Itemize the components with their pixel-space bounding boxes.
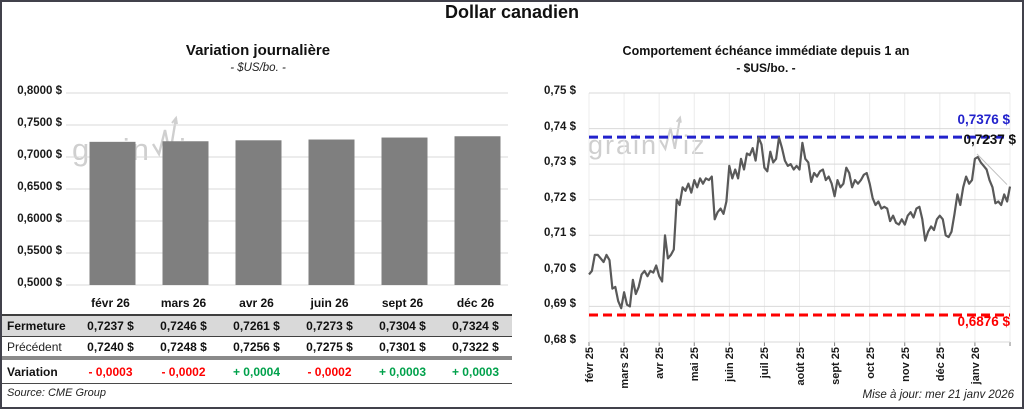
y-tick-label: 0,7000 $ — [17, 149, 62, 161]
x-tick-label: févr 25 — [584, 347, 596, 383]
x-tick-label: août 25 — [794, 347, 807, 386]
resistance-value-label: 0,7376 $ — [957, 112, 1010, 127]
x-tick-label: juil 25 — [759, 347, 772, 379]
bar — [235, 140, 282, 285]
table-row: Variation - 0,0003 - 0,0002 + 0,0004 - 0,000… — [2, 360, 512, 384]
y-tick-label: 0,72 $ — [544, 191, 576, 204]
bar — [454, 136, 501, 285]
value-cell: 0,7301 $ — [379, 339, 426, 354]
x-tick-label: mars 25 — [619, 347, 632, 389]
y-tick-label: 0,8000 $ — [17, 85, 62, 97]
y-tick-label: 0,5500 $ — [17, 245, 62, 257]
table-row: Précédent 0,7240 $ 0,7248 $ 0,7256 $ 0,7275 … — [2, 337, 512, 360]
y-tick-label: 0,69 $ — [544, 298, 576, 311]
bar — [381, 137, 428, 285]
value-cell: 0,7273 $ — [306, 319, 353, 333]
bar — [162, 141, 209, 285]
value-cell: - 0,0003 — [88, 364, 133, 379]
y-tick-label: 0,5000 $ — [17, 277, 62, 289]
one-year-line-chart — [588, 92, 1012, 346]
month-header-cell: sept 26 — [381, 296, 424, 310]
daily-variation-bar-chart — [66, 92, 508, 286]
value-cell: + 0,0003 — [378, 364, 427, 379]
y-tick-label: 0,6500 $ — [17, 181, 62, 193]
y-tick-label: 0,74 $ — [544, 120, 576, 133]
value-cell: 0,7256 $ — [233, 339, 280, 354]
y-tick-label: 0,71 $ — [544, 227, 576, 240]
watermark-text-pre: grain — [588, 130, 659, 160]
value-cell: + 0,0004 — [232, 364, 281, 379]
support-value-label: 0,6876 $ — [957, 314, 1010, 329]
price-line — [588, 136, 1012, 310]
label-pointer-line — [976, 153, 1008, 185]
month-header-cell: déc 26 — [456, 296, 495, 310]
left-chart-title: Variation journalière — [185, 42, 331, 59]
update-date-note: Mise à jour: mer 21 janv 2026 — [862, 389, 1015, 401]
futures-table-body: févr 26 mars 26 avr 26 juin 26 sept 26 déc 26… — [2, 292, 512, 384]
value-cell: - 0,0002 — [161, 364, 206, 379]
y-tick-label: 0,75 $ — [544, 85, 576, 97]
row-label: Variation — [7, 364, 58, 379]
x-tick-label: sept 25 — [829, 347, 842, 385]
month-header-cell: mars 26 — [160, 296, 207, 310]
y-tick-label: 0,7500 $ — [17, 117, 62, 129]
page-title: Dollar canadien — [444, 2, 580, 22]
y-tick-label: 0,6000 $ — [17, 213, 62, 225]
month-header-cell: févr 26 — [91, 296, 130, 310]
row-label: Fermeture — [7, 319, 66, 333]
x-tick-label: mai 25 — [689, 347, 702, 382]
y-tick-label: 0,68 $ — [544, 334, 576, 346]
value-cell: - 0,0002 — [307, 364, 352, 379]
x-tick-label: juin 25 — [724, 347, 737, 382]
row-label: Précédent — [7, 339, 62, 354]
value-cell: 0,7261 $ — [233, 319, 280, 333]
value-cell: 0,7275 $ — [306, 339, 353, 354]
value-cell: 0,7237 $ — [87, 319, 134, 333]
left-chart-subtitle: - $US/bo. - — [230, 62, 286, 74]
last-price-label: 0,7237 $ — [963, 132, 1016, 147]
value-cell: 0,7246 $ — [160, 319, 207, 333]
bar — [89, 141, 136, 285]
table-header-row: févr 26 mars 26 avr 26 juin 26 sept 26 déc 26 — [2, 292, 512, 314]
source-note: Source: CME Group — [7, 387, 107, 399]
value-cell: 0,7304 $ — [379, 319, 426, 333]
right-chart-title: Comportement échéance immédiate depuis 1… — [622, 44, 910, 58]
table-row: Fermeture 0,7237 $ 0,7246 $ 0,7261 $ 0,7273 … — [2, 314, 512, 337]
value-cell: 0,7322 $ — [452, 339, 499, 354]
value-cell: 0,7324 $ — [452, 319, 499, 333]
value-cell: 0,7248 $ — [160, 339, 207, 354]
right-chart-subtitle: - $US/bo. - — [736, 61, 796, 75]
value-cell: 0,7240 $ — [87, 339, 134, 354]
futures-table: févr 26 mars 26 avr 26 juin 26 sept 26 déc 26… — [2, 292, 512, 402]
x-tick-label: avr 25 — [654, 347, 667, 379]
month-header-cell: juin 26 — [310, 296, 349, 310]
y-tick-label: 0,73 $ — [544, 156, 576, 169]
value-cell: + 0,0003 — [451, 364, 500, 379]
month-header-cell: avr 26 — [239, 296, 274, 310]
y-tick-label: 0,70 $ — [544, 262, 576, 275]
bar — [308, 139, 355, 285]
